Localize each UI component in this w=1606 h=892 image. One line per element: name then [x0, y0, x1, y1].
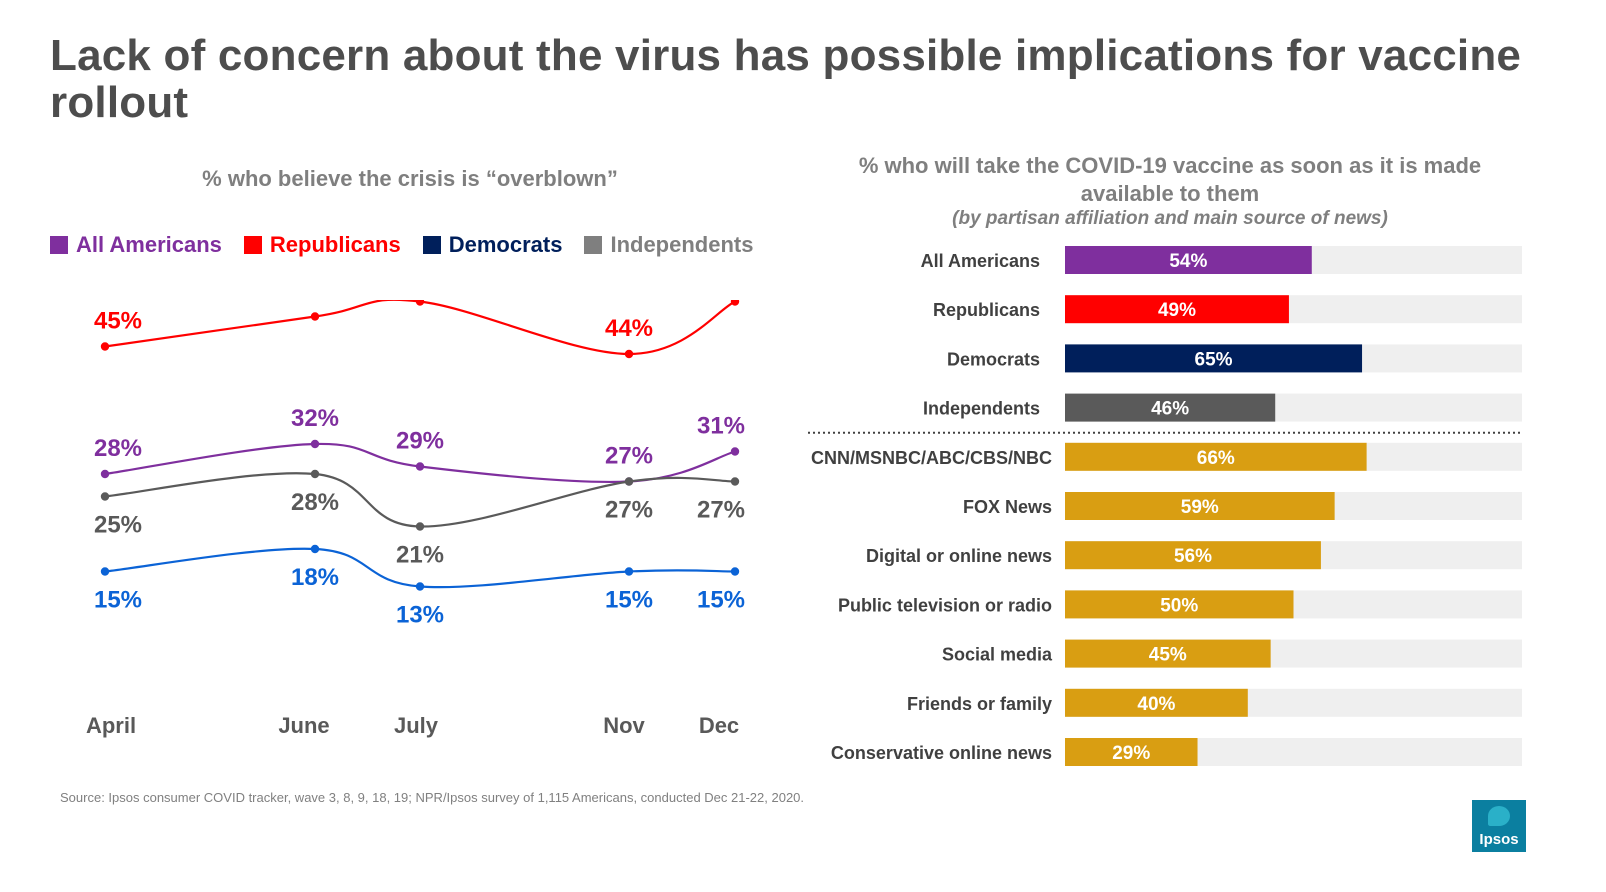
data-label-ind-nov: 27%	[605, 497, 653, 524]
data-point-ind-april	[100, 492, 110, 501]
bar-value-label-friends-or-family: 40%	[1137, 694, 1175, 715]
data-point-all-april	[100, 469, 110, 479]
bar-value-label-fox-news: 59%	[1181, 497, 1219, 518]
data-point-rep-dec	[730, 300, 740, 306]
bar-friends-or-family	[1065, 688, 1248, 717]
legend-swatch-rep-icon	[243, 236, 262, 254]
x-tick-label-dec: Dec	[699, 713, 739, 738]
data-label-dem-june: 18%	[291, 564, 339, 591]
bar-category-label-republicans: Republicans	[933, 300, 1040, 320]
data-point-dem-nov	[624, 567, 634, 576]
data-label-ind-april: 25%	[94, 512, 142, 539]
data-point-dem-april	[100, 567, 110, 576]
bar-category-label-social-media: Social media	[942, 645, 1053, 665]
data-point-rep-nov	[624, 349, 634, 359]
data-point-all-dec	[730, 447, 740, 456]
bar-digital-or-online-news	[1065, 541, 1321, 570]
bar-value-label-independents: 46%	[1151, 399, 1189, 420]
bar-category-label-democrats: Democrats	[947, 349, 1040, 369]
data-point-rep-june	[310, 312, 320, 321]
data-point-ind-june	[310, 469, 320, 479]
bar-category-label-all-americans: All Americans	[921, 251, 1040, 271]
line-chart-legend: All Americans Republicans Democrats Inde…	[50, 230, 775, 260]
bar-republicans	[1065, 295, 1289, 324]
page-title: Lack of concern about the virus has poss…	[50, 31, 1522, 127]
bar-fox-news	[1065, 492, 1335, 520]
legend-label: Democrats	[448, 232, 563, 257]
bar-value-label-conservative-online-news: 29%	[1112, 743, 1150, 764]
legend-swatch-all-icon	[50, 236, 68, 254]
x-tick-label-july: July	[394, 713, 439, 738]
bar-public-television-or-radio	[1065, 590, 1294, 619]
data-point-ind-july	[415, 522, 425, 531]
line-chart: 28%32%29%27%31%45%49%51%44%51%15%18%13%1…	[86, 300, 745, 738]
line-chart-subtitle: % who believe the crisis is “overblown”	[202, 166, 618, 191]
data-label-all-june: 32%	[291, 405, 339, 432]
bar-value-label-digital-or-online-news: 56%	[1174, 546, 1212, 567]
source-note: Source: Ipsos consumer COVID tracker, wa…	[60, 790, 805, 805]
bar-category-label-friends-or-family: Friends or family	[907, 694, 1052, 714]
bar-category-label-fox-news: FOX News	[963, 497, 1052, 517]
data-label-rep-june: 49%	[291, 300, 339, 305]
data-point-dem-dec	[730, 567, 740, 576]
x-tick-label-nov: Nov	[603, 713, 645, 738]
bar-value-label-all-americans: 54%	[1169, 251, 1207, 272]
data-point-ind-dec	[730, 477, 740, 486]
bar-value-label-public-television-or-radio: 50%	[1160, 595, 1198, 616]
bar-value-label-cnn-msnbc-abc-cbs-nbc: 66%	[1197, 448, 1235, 469]
bar-cnn-msnbc-abc-cbs-nbc	[1065, 442, 1367, 471]
bar-independents	[1065, 393, 1276, 422]
data-point-dem-june	[310, 544, 320, 554]
bar-chart: 54% All Americans 49% Republicans 65% Democra…	[808, 246, 1522, 766]
bar-democrats	[1065, 344, 1363, 373]
legend-item-democrats: Democrats	[422, 232, 563, 258]
data-label-dem-july: 13%	[396, 602, 444, 629]
data-label-ind-dec: 27%	[697, 497, 745, 524]
bar-conservative-online-news	[1065, 738, 1198, 766]
data-point-all-june	[310, 439, 320, 449]
legend-item-republicans: Republicans	[243, 232, 401, 258]
bar-all-americans	[1065, 246, 1312, 274]
data-label-dem-april: 15%	[94, 587, 142, 614]
legend-label: Independents	[610, 232, 754, 257]
legend-item-independents: Independents	[584, 232, 753, 258]
bar-value-label-republicans: 49%	[1158, 300, 1196, 321]
bar-category-label-conservative-online-news: Conservative online news	[831, 743, 1052, 763]
data-point-rep-april	[100, 342, 110, 351]
bar-category-label-digital-or-online-news: Digital or online news	[866, 546, 1052, 566]
legend-label: All Americans	[76, 232, 222, 257]
x-tick-label-june: June	[278, 713, 329, 738]
bar-social-media	[1065, 639, 1271, 668]
bar-value-label-social-media: 45%	[1149, 645, 1187, 666]
legend-item-all-americans: All Americans	[50, 232, 222, 258]
bar-chart-subtitle: (by partisan affiliation and main source…	[952, 208, 1388, 229]
data-label-all-july: 29%	[396, 428, 444, 455]
data-label-rep-april: 45%	[94, 308, 142, 335]
data-point-ind-nov	[624, 477, 634, 486]
x-tick-label-april: April	[86, 713, 136, 738]
bar-category-label-public-television-or-radio: Public television or radio	[838, 595, 1052, 615]
bar-category-label-cnn-msnbc-abc-cbs-nbc: CNN/MSNBC/ABC/CBS/NBC	[811, 448, 1052, 468]
data-label-dem-nov: 15%	[605, 587, 653, 614]
data-label-all-dec: 31%	[697, 413, 745, 440]
ipsos-logo-mark-icon	[1488, 806, 1510, 826]
legend-label: Republicans	[269, 232, 401, 257]
data-point-all-july	[415, 462, 425, 471]
data-label-all-nov: 27%	[605, 443, 653, 470]
data-label-ind-july: 21%	[396, 542, 444, 569]
data-label-ind-june: 28%	[291, 489, 339, 516]
legend-swatch-dem-icon	[422, 236, 441, 254]
data-label-rep-nov: 44%	[605, 315, 653, 342]
data-label-dem-dec: 15%	[697, 587, 745, 614]
data-point-rep-july	[415, 300, 425, 306]
data-label-all-april: 28%	[94, 435, 142, 462]
bar-chart-title: % who will take the COVID-19 vaccine as …	[858, 153, 1482, 206]
bar-category-label-independents: Independents	[923, 399, 1040, 419]
data-point-dem-july	[415, 582, 425, 591]
legend-swatch-ind-icon	[584, 236, 603, 254]
bar-value-label-democrats: 65%	[1195, 349, 1233, 370]
